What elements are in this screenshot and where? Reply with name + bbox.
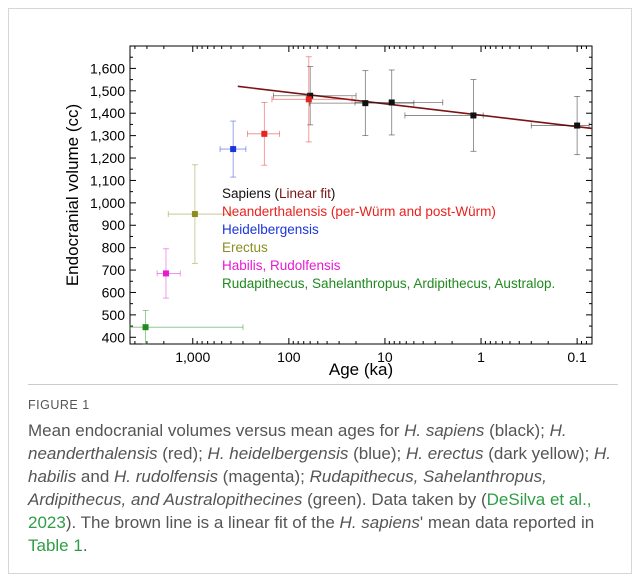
legend-entry: Heidelbergensis	[222, 222, 319, 237]
caption-text: (red);	[157, 444, 208, 463]
x-tick-label: 1	[477, 349, 485, 365]
data-point	[404, 79, 484, 152]
point-marker	[470, 112, 477, 119]
data-point	[247, 102, 280, 166]
x-tick-label: 10	[377, 349, 393, 365]
data-point	[354, 69, 444, 136]
figure-caption: Mean endocranial volumes versus mean age…	[28, 419, 613, 557]
legend-text: Rudapithecus, Sahelanthropus, Ardipithec…	[222, 276, 555, 291]
data-point	[156, 248, 181, 299]
x-tick-label: 1,000	[175, 349, 210, 365]
y-tick-label: 500	[102, 307, 126, 323]
point-marker	[362, 100, 369, 107]
caption-species: H. erectus	[406, 444, 484, 463]
caption-text: ' mean data reported in	[419, 513, 595, 532]
caption-species: H. sapiens	[404, 421, 485, 440]
chart: 400 500 600 700 800 900 1,000 1,100 1,200 1,300 1,…	[63, 45, 593, 379]
point-marker	[142, 324, 149, 331]
legend-text: Erectus	[222, 240, 268, 255]
y-tick-label: 700	[102, 262, 126, 278]
caption-text: (black);	[484, 421, 550, 440]
table-link[interactable]: Table 1	[28, 536, 83, 555]
legend-text: Linear fit	[279, 186, 331, 201]
legend-text: Neanderthalensis (per-Würm and post-Würm…	[222, 204, 496, 219]
caption-text: (magenta);	[217, 467, 310, 486]
y-tick-label: 1,300	[90, 128, 125, 144]
caption-species: H. neanderthalensis	[28, 421, 567, 463]
point-marker	[162, 270, 169, 277]
legend-entry: Rudapithecus, Sahelanthropus, Ardipithec…	[222, 276, 555, 291]
y-tick-label: 1,100	[90, 172, 125, 188]
legend-entry: Neanderthalensis (per-Würm and post-Würm…	[222, 204, 496, 219]
point-marker	[388, 99, 395, 106]
data-point	[167, 164, 232, 264]
fit-line	[237, 85, 593, 130]
caption-text: Mean endocranial volumes versus mean age…	[28, 421, 405, 440]
caption-species: Rudapithecus, Sahelanthropus, Ardipithec…	[28, 467, 547, 509]
caption-text: (green). Data taken by (	[302, 490, 487, 509]
data-point	[309, 70, 415, 137]
citation-link[interactable]: DeSilva et al., 2023	[28, 490, 592, 532]
point-marker	[305, 96, 312, 103]
figure-card	[8, 8, 632, 574]
caption-text: (dark yellow);	[483, 444, 595, 463]
legend-text: Heidelbergensis	[222, 222, 319, 237]
legend-text: Sapiens (	[222, 186, 280, 201]
y-tick-label: 1,000	[90, 195, 125, 211]
caption-species: H. rudolfensis	[114, 467, 218, 486]
caption-species: H. heidelbergensis	[207, 444, 349, 463]
legend-entry: Habilis, Rudolfensis	[222, 258, 341, 273]
caption-species: H. sapiens	[339, 513, 420, 532]
x-tick-label: 0.1	[567, 349, 587, 365]
x-tick-label: 100	[277, 349, 301, 365]
legend-text: )	[331, 186, 336, 201]
point-marker	[574, 122, 581, 129]
divider	[28, 384, 618, 385]
point-marker	[307, 92, 314, 99]
y-tick-label: 800	[102, 240, 126, 256]
y-tick-label: 1,400	[90, 105, 125, 121]
y-tick-label: 600	[102, 284, 126, 300]
y-tick-label: 400	[102, 329, 126, 345]
caption-text: and	[76, 467, 115, 486]
y-tick-label: 900	[102, 217, 126, 233]
plot-frame	[129, 45, 593, 345]
data-point	[219, 120, 247, 178]
legend-entry: Sapiens (Linear fit)	[222, 186, 335, 201]
point-marker	[230, 146, 237, 153]
y-tick-label: 1,200	[90, 150, 125, 166]
data-point	[272, 66, 357, 126]
x-axis-label: Age (ka)	[329, 360, 393, 379]
point-marker	[261, 130, 268, 137]
point-marker	[191, 211, 198, 218]
data-point	[530, 96, 590, 156]
caption-text: (blue);	[348, 444, 406, 463]
y-axis-label: Endocranial volume (cc)	[63, 104, 82, 286]
data-point	[129, 309, 244, 345]
caption-species: H. habilis	[28, 444, 612, 486]
y-tick-label: 1,500	[90, 83, 125, 99]
legend-entry: Erectus	[222, 240, 268, 255]
y-tick-label: 1,600	[90, 60, 125, 76]
caption-text: .	[82, 536, 88, 555]
caption-text: ). The brown line is a linear fit of the	[65, 513, 340, 532]
legend-text: Habilis, Rudolfensis	[222, 258, 341, 273]
figure-label: FIGURE 1	[28, 398, 90, 412]
data-point	[271, 56, 353, 143]
